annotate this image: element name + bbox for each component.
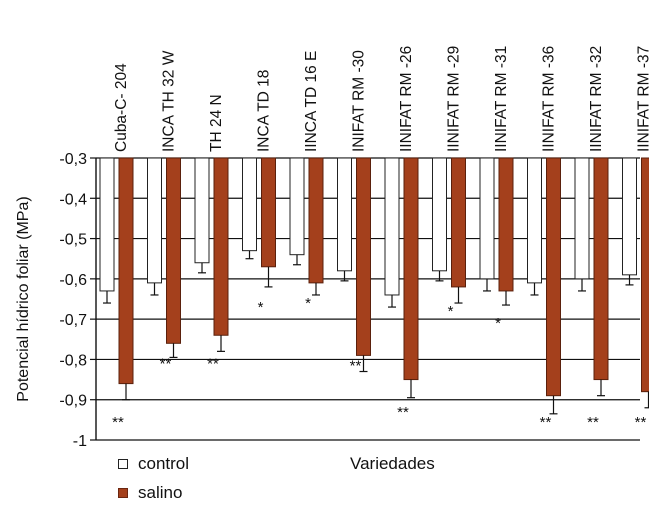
bar-salino bbox=[499, 158, 513, 291]
category-label: INIFAT RM -30 bbox=[351, 50, 368, 152]
bar-control bbox=[338, 158, 352, 271]
significance-label: ** bbox=[635, 414, 647, 431]
significance-label: ** bbox=[160, 355, 172, 372]
y-tick-label: -0,5 bbox=[59, 232, 87, 249]
significance-label: ** bbox=[350, 357, 362, 374]
category-label: IINIFAT RM -32 bbox=[588, 46, 605, 152]
bar-salino bbox=[357, 158, 371, 355]
significance-label: ** bbox=[112, 414, 124, 431]
y-tick-label: -0,4 bbox=[59, 191, 87, 208]
bar-salino bbox=[262, 158, 276, 267]
legend-item-control: control bbox=[118, 454, 189, 474]
bar-salino bbox=[547, 158, 561, 396]
bar-salino bbox=[642, 158, 649, 392]
bar-control bbox=[575, 158, 589, 279]
significance-label: ** bbox=[207, 355, 219, 372]
bar-control bbox=[195, 158, 209, 263]
legend-label-control: control bbox=[138, 454, 189, 474]
bar-salino bbox=[594, 158, 608, 380]
category-label: IINCA TD 16 E bbox=[303, 51, 320, 152]
category-label: IINIFAT RM -31 bbox=[493, 46, 510, 152]
category-label: Cuba-C- 204 bbox=[113, 63, 130, 152]
y-axis-label: Potencial hídrico foliar (MPa) bbox=[15, 196, 32, 401]
bar-salino bbox=[452, 158, 466, 287]
bar-salino bbox=[167, 158, 181, 343]
bar-salino bbox=[214, 158, 228, 335]
bar-control bbox=[385, 158, 399, 295]
legend-swatch-control bbox=[118, 459, 128, 469]
significance-label: * bbox=[258, 299, 264, 316]
bar-control bbox=[290, 158, 304, 255]
bar-salino bbox=[404, 158, 418, 380]
significance-label: ** bbox=[587, 414, 599, 431]
y-tick-label: -0,3 bbox=[59, 151, 87, 168]
legend-label-salino: salino bbox=[138, 483, 182, 503]
y-tick-label: -1 bbox=[73, 433, 87, 450]
significance-label: ** bbox=[397, 404, 409, 421]
category-label: IINIFAT RM -29 bbox=[446, 46, 463, 152]
category-label: INCA TD 18 bbox=[256, 70, 273, 152]
bar-control bbox=[433, 158, 447, 271]
significance-label: * bbox=[305, 295, 311, 312]
x-axis-label: Variedades bbox=[350, 454, 435, 474]
category-label: TH 24 N bbox=[208, 94, 225, 152]
y-tick-label: -0,8 bbox=[59, 352, 87, 369]
category-label: INCA TH 32 W bbox=[161, 50, 178, 152]
bar-control bbox=[100, 158, 114, 291]
bar-control bbox=[243, 158, 257, 251]
legend-swatch-salino bbox=[118, 488, 128, 498]
legend-item-salino: salino bbox=[118, 483, 182, 503]
bar-salino bbox=[309, 158, 323, 283]
bar-salino bbox=[119, 158, 133, 384]
category-label: IINIFAT RM -26 bbox=[398, 46, 415, 152]
category-label: IINIFAT RM -36 bbox=[541, 46, 558, 152]
significance-label: ** bbox=[540, 414, 552, 431]
bar-control bbox=[623, 158, 637, 275]
category-label: IINIFAT RM -37 bbox=[636, 46, 649, 152]
bar-control bbox=[148, 158, 162, 283]
y-tick-label: -0,6 bbox=[59, 272, 87, 289]
significance-label: * bbox=[448, 303, 454, 320]
y-tick-label: -0,7 bbox=[59, 312, 87, 329]
y-tick-label: -0,9 bbox=[59, 393, 87, 410]
bar-control bbox=[528, 158, 542, 283]
bar-control bbox=[480, 158, 494, 279]
significance-label: * bbox=[495, 315, 501, 332]
